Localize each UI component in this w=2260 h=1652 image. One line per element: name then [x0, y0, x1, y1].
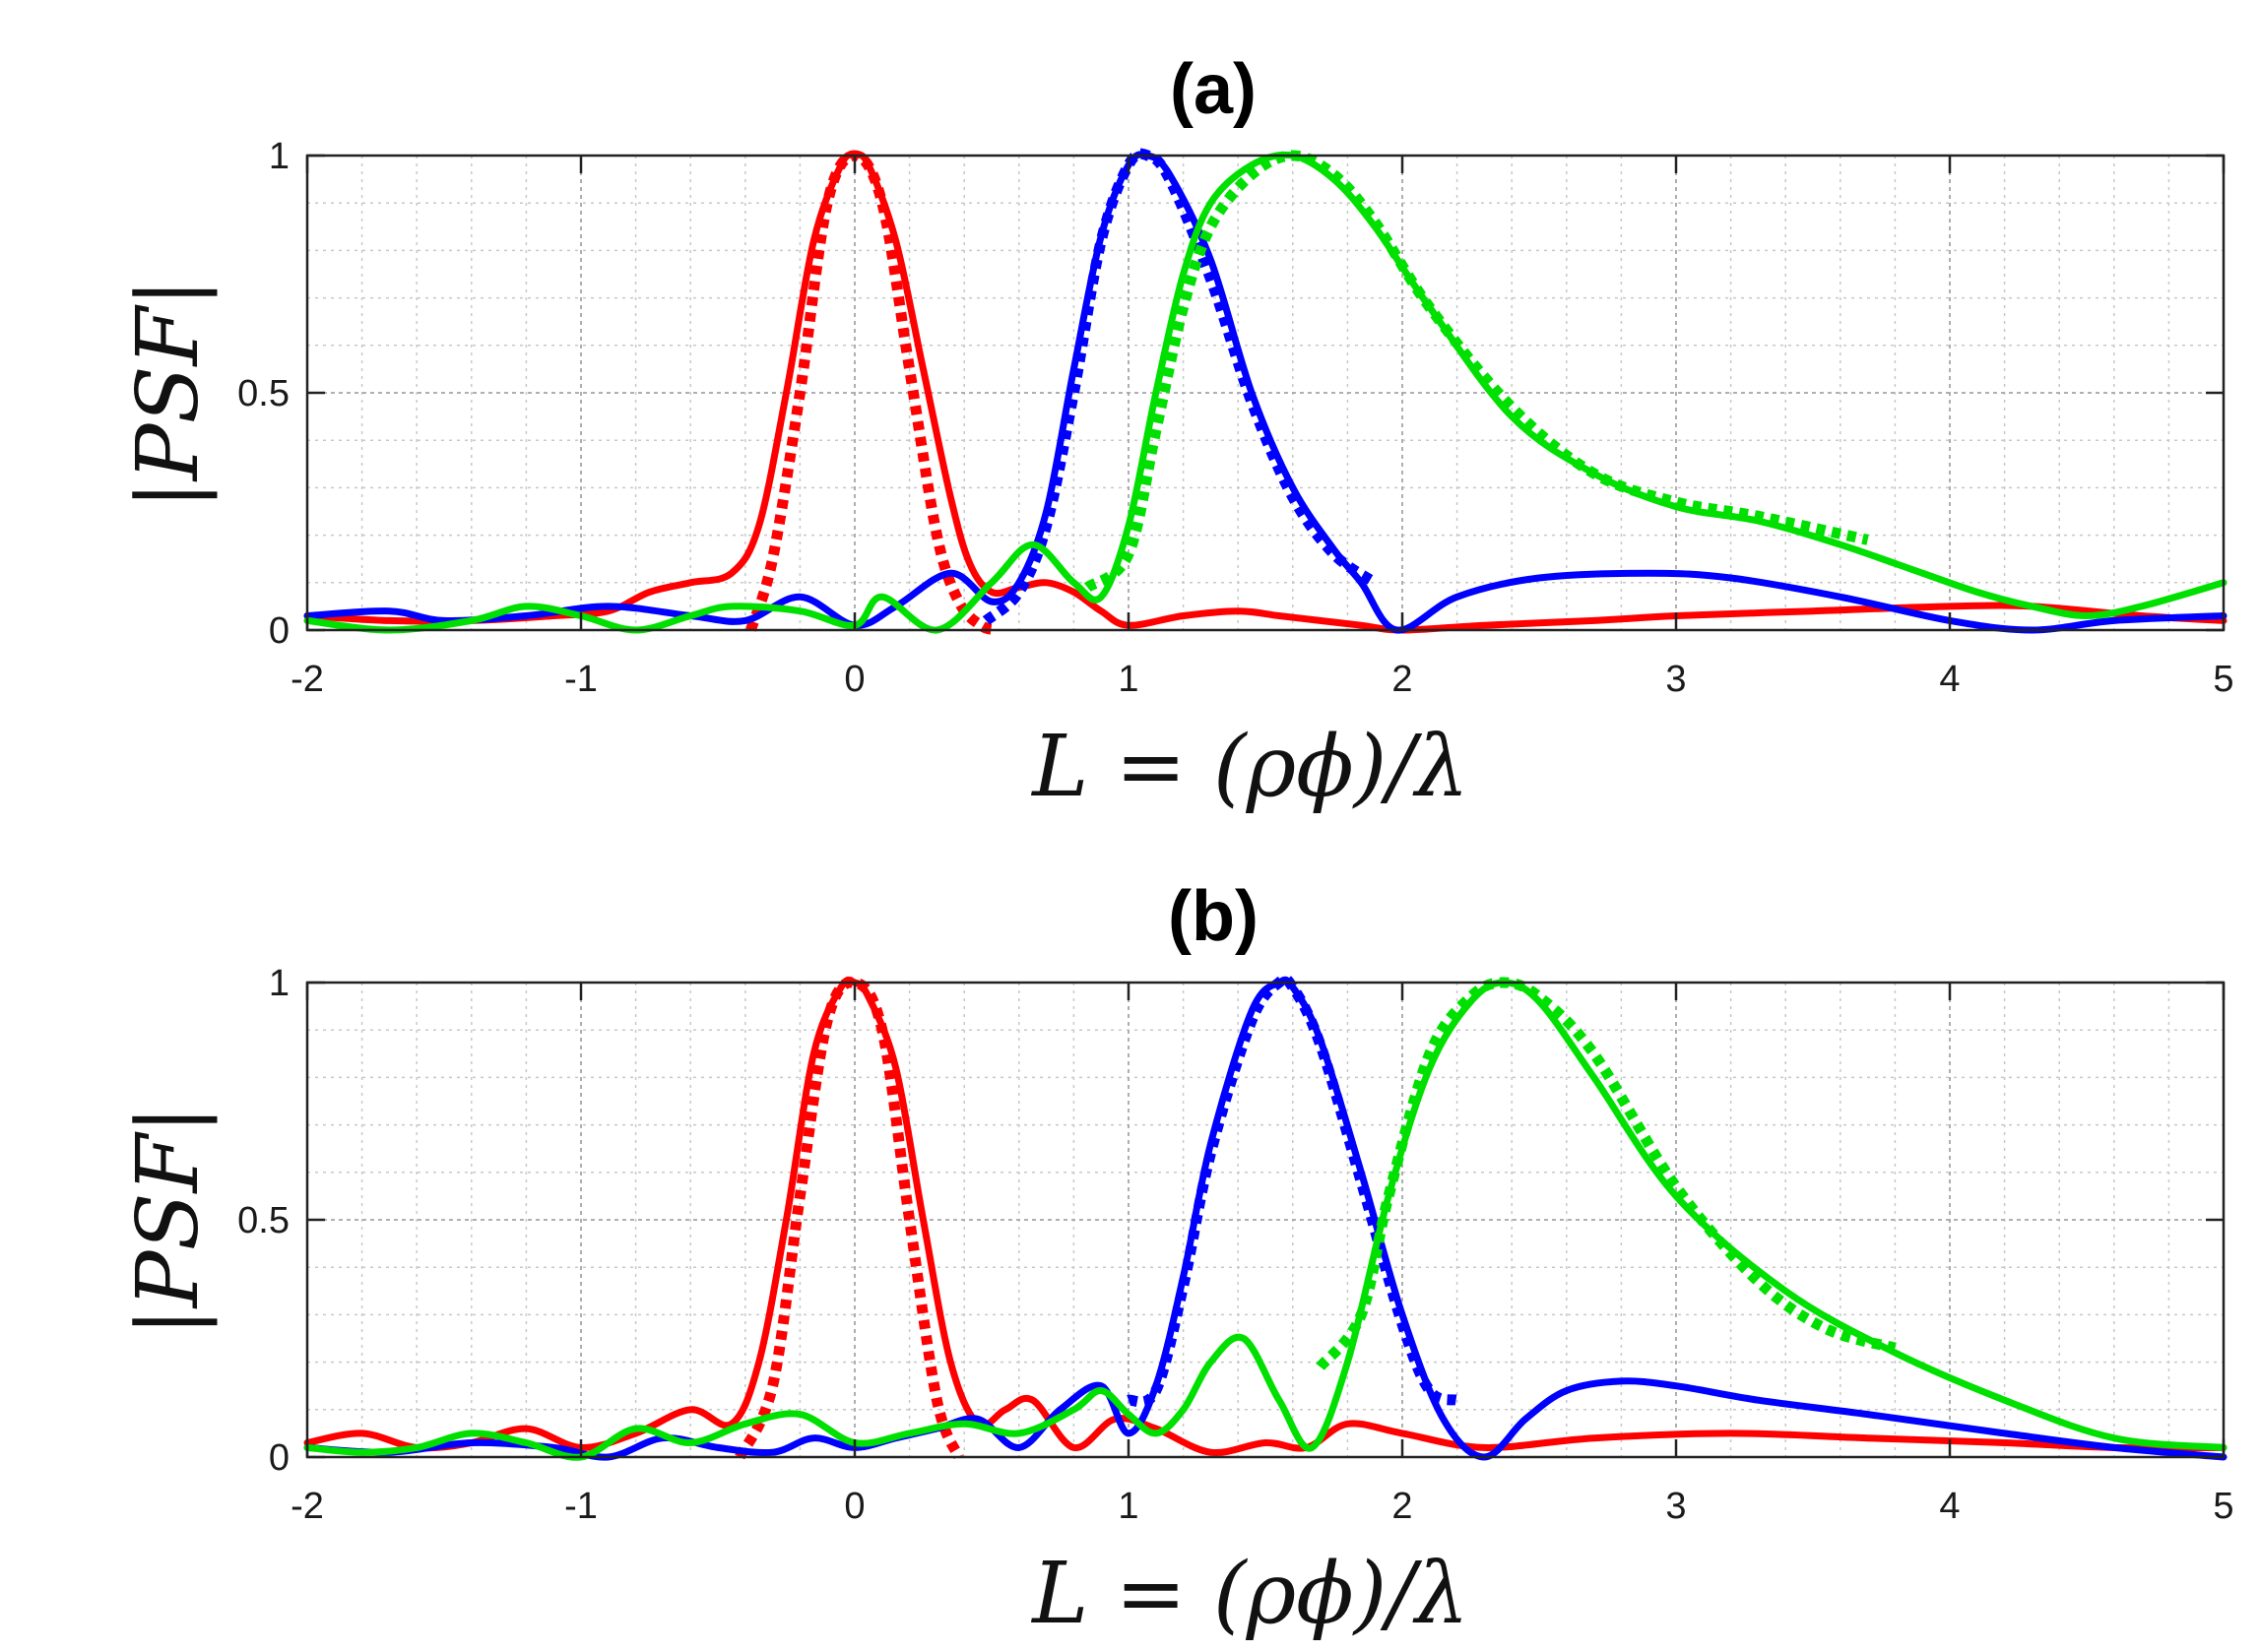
series-red-solid — [303, 151, 2228, 634]
x-tick-label: 4 — [1939, 659, 1960, 700]
panel-a-title: (a) — [1170, 50, 1257, 129]
panel-b-xlabel: L = (ρϕ)/λ — [1030, 1545, 1469, 1643]
x-tick-label: 0 — [844, 1486, 865, 1527]
x-tick-label: 1 — [1118, 659, 1138, 700]
y-tick-label: 0 — [269, 610, 290, 652]
x-tick-label: -2 — [291, 1486, 324, 1527]
panel-a-ylabel: |PSF| — [119, 279, 218, 509]
panel-b-ticks: -2 -1 0 1 2 3 4 5 0 0.5 1 — [237, 963, 2233, 1527]
x-tick-label: -1 — [564, 1486, 598, 1527]
series-green-solid — [303, 979, 2228, 1461]
series-red-solid — [303, 976, 2228, 1457]
panel-a-ticks: -2 -1 0 1 2 3 4 5 0 0.5 1 — [237, 136, 2233, 700]
x-tick-label: 5 — [2213, 1486, 2233, 1527]
panel-b-series — [303, 973, 2228, 1461]
x-tick-label: 3 — [1665, 659, 1686, 700]
panel-b-grid — [306, 982, 2225, 1458]
series-blue-solid — [303, 976, 2228, 1461]
x-tick-label: 3 — [1665, 1486, 1686, 1527]
panel-a-xlabel: L = (ρϕ)/λ — [1030, 718, 1469, 816]
x-tick-label: 5 — [2213, 659, 2233, 700]
x-tick-label: 2 — [1391, 659, 1412, 700]
y-tick-label: 0 — [269, 1437, 290, 1479]
panel-a: (a) |PSF| L = (ρϕ)/λ -2 -1 0 1 2 3 4 5 0 0.5 1 — [119, 50, 2234, 816]
y-tick-label: 1 — [269, 136, 290, 177]
y-tick-label: 1 — [269, 963, 290, 1004]
x-tick-label: 1 — [1118, 1486, 1138, 1527]
y-tick-label: 0.5 — [237, 1200, 290, 1241]
panel-a-grid — [306, 155, 2225, 631]
panel-b: (b) |PSF| L = (ρϕ)/λ -2 -1 0 1 2 3 4 5 0 0.5 1 — [119, 877, 2234, 1643]
panel-b-title: (b) — [1168, 877, 1259, 956]
x-tick-label: 4 — [1939, 1486, 1960, 1527]
x-tick-label: -2 — [291, 659, 324, 700]
x-tick-label: 2 — [1391, 1486, 1412, 1527]
panel-b-ylabel: |PSF| — [119, 1106, 218, 1336]
x-tick-label: -1 — [564, 659, 598, 700]
x-tick-label: 0 — [844, 659, 865, 700]
series-red-dotted — [745, 150, 1000, 636]
y-tick-label: 0.5 — [237, 373, 290, 414]
series-green-solid — [303, 151, 2228, 634]
series-blue-dotted — [1127, 973, 1459, 1408]
